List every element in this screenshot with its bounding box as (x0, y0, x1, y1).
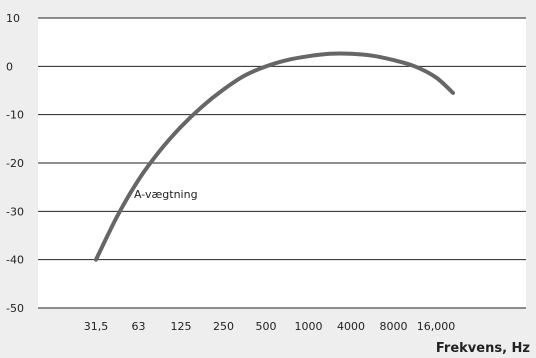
x-tick-label: 8000 (380, 320, 408, 333)
curve-annotation: A-vægtning (134, 188, 198, 201)
y-tick-label: -50 (6, 302, 24, 315)
y-tick-label: -40 (6, 254, 24, 267)
x-tick-label: 250 (213, 320, 234, 333)
y-axis-ticks: 10 0 -10 -20 -30 -40 -50 (6, 12, 24, 315)
y-tick-label: -30 (6, 205, 24, 218)
y-tick-label: 10 (6, 12, 20, 25)
x-tick-label: 125 (171, 320, 192, 333)
x-axis-title: Frekvens, Hz (436, 341, 530, 356)
y-tick-label: -20 (6, 157, 24, 170)
x-tick-label: 31,5 (84, 320, 109, 333)
x-tick-label: 500 (256, 320, 277, 333)
series-line (94, 51, 455, 262)
x-tick-label: 63 (132, 320, 146, 333)
gridlines (38, 17, 526, 309)
y-tick-label: -10 (6, 109, 24, 122)
x-tick-label: 4000 (337, 320, 365, 333)
x-tick-label: 16,000 (417, 320, 456, 333)
x-tick-label: 1000 (295, 320, 323, 333)
x-axis-ticks: 31,5 63 125 250 500 1000 4000 8000 16,000 (84, 320, 456, 333)
y-tick-label: 0 (6, 60, 13, 73)
